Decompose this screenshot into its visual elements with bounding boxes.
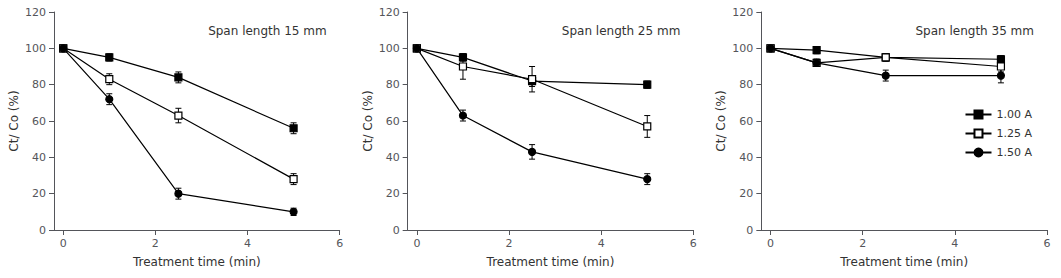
svg-text:4: 4 (244, 237, 251, 250)
svg-text:0: 0 (413, 237, 420, 250)
svg-text:1.00 A: 1.00 A (996, 108, 1032, 121)
svg-text:120: 120 (379, 6, 400, 19)
svg-text:Treatment time (min): Treatment time (min) (486, 255, 615, 269)
svg-text:0: 0 (393, 224, 400, 237)
svg-text:1.25 A: 1.25 A (996, 127, 1032, 140)
svg-text:6: 6 (336, 237, 343, 250)
svg-text:60: 60 (739, 115, 753, 128)
svg-text:0: 0 (746, 224, 753, 237)
svg-text:20: 20 (739, 187, 753, 200)
svg-text:100: 100 (25, 42, 46, 55)
svg-text:40: 40 (386, 151, 400, 164)
svg-text:Treatment time (min): Treatment time (min) (839, 255, 968, 269)
svg-text:80: 80 (386, 78, 400, 91)
svg-text:2: 2 (859, 237, 866, 250)
svg-text:2: 2 (152, 237, 159, 250)
svg-text:0: 0 (39, 224, 46, 237)
svg-text:2: 2 (506, 237, 513, 250)
svg-text:6: 6 (690, 237, 697, 250)
svg-text:80: 80 (739, 78, 753, 91)
svg-text:20: 20 (386, 187, 400, 200)
svg-text:4: 4 (598, 237, 605, 250)
svg-text:40: 40 (739, 151, 753, 164)
svg-text:60: 60 (32, 115, 46, 128)
svg-text:Ct/ Co (%): Ct/ Co (%) (361, 90, 375, 151)
svg-text:0: 0 (767, 237, 774, 250)
svg-text:40: 40 (32, 151, 46, 164)
svg-text:0: 0 (60, 237, 67, 250)
svg-text:1.50 A: 1.50 A (996, 146, 1032, 159)
svg-text:60: 60 (386, 115, 400, 128)
svg-text:Span length 25 mm: Span length 25 mm (562, 24, 681, 38)
svg-text:Span length 35 mm: Span length 35 mm (915, 24, 1034, 38)
svg-text:6: 6 (1044, 237, 1051, 250)
svg-text:Treatment time (min): Treatment time (min) (132, 255, 261, 269)
svg-text:120: 120 (732, 6, 753, 19)
svg-text:100: 100 (732, 42, 753, 55)
svg-text:Ct/ Co (%): Ct/ Co (%) (714, 90, 728, 151)
svg-text:80: 80 (32, 78, 46, 91)
svg-text:120: 120 (25, 6, 46, 19)
svg-text:4: 4 (951, 237, 958, 250)
svg-text:20: 20 (32, 187, 46, 200)
svg-text:Ct/ Co (%): Ct/ Co (%) (7, 90, 21, 151)
svg-text:100: 100 (379, 42, 400, 55)
svg-text:Span length 15 mm: Span length 15 mm (208, 24, 327, 38)
